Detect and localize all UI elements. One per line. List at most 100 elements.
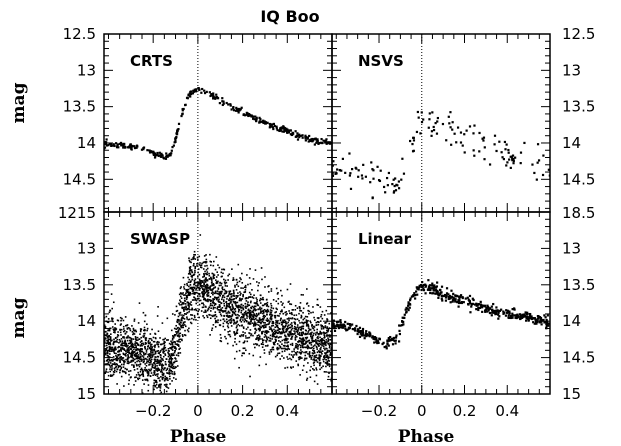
- data-point: [199, 266, 202, 269]
- data-point: [127, 342, 130, 345]
- data-point: [133, 384, 135, 386]
- data-point: [265, 363, 267, 366]
- data-point: [297, 328, 299, 331]
- data-point: [308, 355, 311, 358]
- data-point: [268, 322, 271, 324]
- data-point: [179, 341, 181, 343]
- data-point: [324, 332, 327, 335]
- data-point: [256, 319, 258, 321]
- data-point: [123, 363, 125, 366]
- data-point: [287, 345, 289, 348]
- data-point: [122, 360, 125, 363]
- data-point: [238, 366, 240, 369]
- data-point: [258, 121, 261, 124]
- data-point: [136, 364, 138, 367]
- data-point: [298, 136, 301, 139]
- data-point: [135, 363, 138, 366]
- data-point: [145, 342, 147, 345]
- data-point: [164, 346, 167, 349]
- data-point: [498, 315, 501, 318]
- data-point: [319, 336, 321, 339]
- data-point: [124, 316, 127, 318]
- data-point: [155, 383, 158, 386]
- data-point: [316, 351, 319, 354]
- data-point: [125, 324, 127, 327]
- data-point: [223, 296, 226, 299]
- data-point: [324, 362, 327, 364]
- data-point: [176, 309, 179, 312]
- data-point: [203, 255, 206, 257]
- data-point: [392, 191, 395, 194]
- data-point: [177, 345, 180, 347]
- data-point: [296, 132, 299, 135]
- data-point: [320, 313, 323, 316]
- data-point: [159, 353, 162, 356]
- data-point: [160, 383, 162, 386]
- data-point: [128, 379, 130, 382]
- data-point: [252, 278, 255, 280]
- data-point: [525, 313, 528, 316]
- data-point: [326, 335, 328, 337]
- data-point: [533, 317, 536, 320]
- data-point: [152, 153, 155, 157]
- data-point: [310, 356, 313, 359]
- data-point: [162, 342, 165, 345]
- data-point: [150, 343, 153, 346]
- data-point: [269, 124, 272, 128]
- data-point: [301, 136, 304, 139]
- data-point: [182, 326, 185, 329]
- data-point: [131, 356, 133, 359]
- data-point: [183, 318, 186, 320]
- data-point: [276, 326, 279, 328]
- data-point: [384, 191, 387, 194]
- data-point: [132, 346, 134, 348]
- data-point: [217, 296, 220, 298]
- data-point: [174, 140, 177, 143]
- data-point: [194, 267, 196, 270]
- data-point: [407, 301, 410, 304]
- data-point: [246, 312, 248, 315]
- data-point: [175, 133, 179, 136]
- data-point: [227, 331, 229, 333]
- data-point: [225, 314, 228, 317]
- data-point: [147, 389, 150, 392]
- data-point: [240, 316, 242, 319]
- data-point: [204, 284, 207, 287]
- data-point: [135, 355, 138, 358]
- data-point: [428, 284, 432, 287]
- data-point: [105, 352, 107, 355]
- data-point: [142, 372, 144, 374]
- data-point: [444, 299, 448, 302]
- data-point: [266, 311, 268, 313]
- data-point: [193, 255, 195, 258]
- data-point: [177, 326, 179, 329]
- data-point: [114, 328, 117, 331]
- data-point: [440, 295, 443, 298]
- data-point: [144, 347, 146, 350]
- data-point: [236, 320, 239, 323]
- data-point: [270, 305, 273, 307]
- data-point: [146, 348, 149, 350]
- data-point: [197, 87, 200, 90]
- data-point: [316, 348, 318, 350]
- data-point: [146, 379, 149, 382]
- data-point: [148, 337, 151, 340]
- data-point: [346, 322, 349, 325]
- data-point: [495, 149, 498, 153]
- data-point: [497, 310, 500, 313]
- data-point: [270, 307, 273, 309]
- data-point: [294, 318, 297, 321]
- data-point: [255, 312, 258, 315]
- data-point: [158, 368, 161, 371]
- data-point: [129, 329, 132, 332]
- data-point: [176, 128, 179, 131]
- data-point: [286, 356, 288, 358]
- data-point: [253, 305, 256, 308]
- data-point: [320, 328, 323, 330]
- data-point: [314, 334, 317, 336]
- data-point: [322, 358, 324, 361]
- data-point: [436, 281, 439, 284]
- y-axis-title-bottom: mag: [9, 297, 29, 338]
- data-point: [149, 363, 151, 366]
- data-point: [190, 288, 193, 290]
